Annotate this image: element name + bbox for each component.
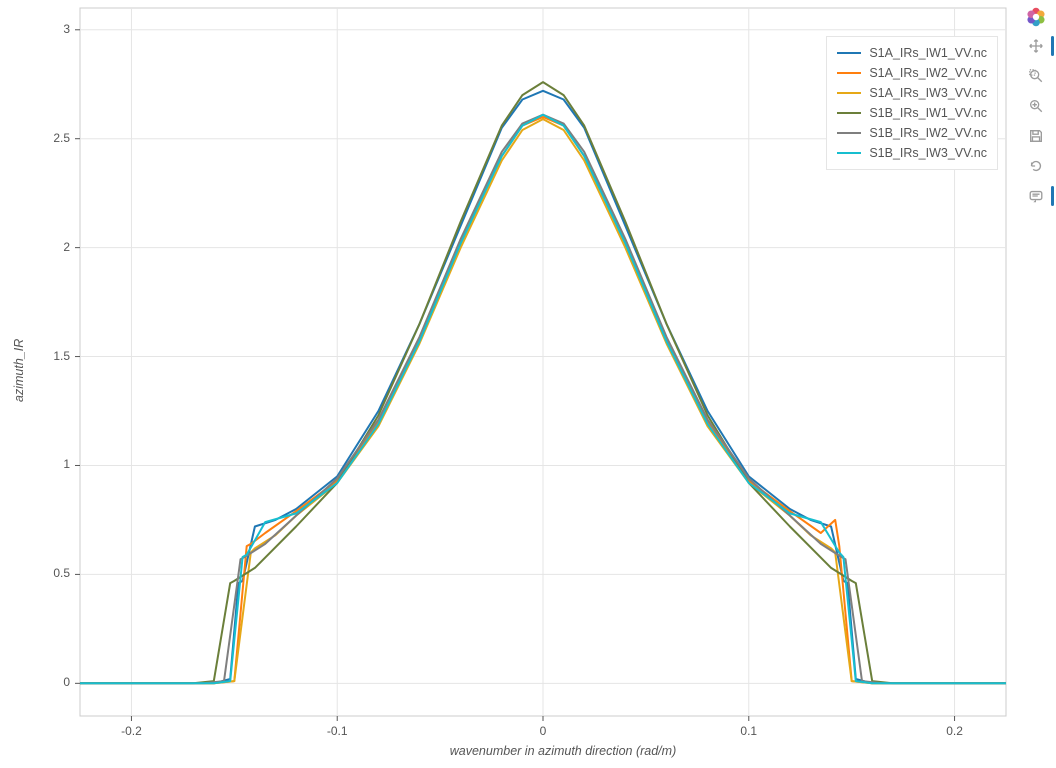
save-icon[interactable]	[1022, 124, 1050, 148]
y-tick-label: 0	[30, 675, 70, 689]
legend-label: S1B_IRs_IW3_VV.nc	[869, 146, 987, 160]
legend-label: S1A_IRs_IW1_VV.nc	[869, 46, 987, 60]
y-tick-label: 3	[30, 22, 70, 36]
plot-area: S1A_IRs_IW1_VV.nc S1A_IRs_IW2_VV.nc S1A_…	[0, 0, 1014, 768]
toolbar	[1018, 6, 1054, 208]
legend-swatch	[837, 52, 861, 54]
legend-item[interactable]: S1A_IRs_IW1_VV.nc	[837, 43, 987, 63]
x-tick-label: 0.1	[729, 724, 769, 738]
y-tick-label: 0.5	[30, 566, 70, 580]
box-zoom-icon[interactable]	[1022, 64, 1050, 88]
bokeh-logo-icon[interactable]	[1025, 6, 1047, 28]
y-tick-label: 1.5	[30, 349, 70, 363]
legend-label: S1A_IRs_IW2_VV.nc	[869, 66, 987, 80]
reset-icon[interactable]	[1022, 154, 1050, 178]
legend[interactable]: S1A_IRs_IW1_VV.nc S1A_IRs_IW2_VV.nc S1A_…	[826, 36, 998, 170]
x-tick-label: 0	[523, 724, 563, 738]
y-axis-label: azimuth_IR	[12, 339, 26, 402]
legend-label: S1B_IRs_IW1_VV.nc	[869, 106, 987, 120]
legend-item[interactable]: S1B_IRs_IW1_VV.nc	[837, 103, 987, 123]
x-tick-label: 0.2	[935, 724, 975, 738]
x-tick-label: -0.2	[111, 724, 151, 738]
legend-swatch	[837, 92, 861, 94]
y-tick-label: 2.5	[30, 131, 70, 145]
legend-swatch	[837, 72, 861, 74]
legend-swatch	[837, 112, 861, 114]
legend-item[interactable]: S1B_IRs_IW3_VV.nc	[837, 143, 987, 163]
legend-item[interactable]: S1A_IRs_IW2_VV.nc	[837, 63, 987, 83]
x-tick-label: -0.1	[317, 724, 357, 738]
hover-icon[interactable]	[1022, 184, 1050, 208]
legend-label: S1A_IRs_IW3_VV.nc	[869, 86, 987, 100]
wheel-zoom-icon[interactable]	[1022, 94, 1050, 118]
legend-item[interactable]: S1B_IRs_IW2_VV.nc	[837, 123, 987, 143]
legend-item[interactable]: S1A_IRs_IW3_VV.nc	[837, 83, 987, 103]
legend-swatch	[837, 152, 861, 154]
pan-icon[interactable]	[1022, 34, 1050, 58]
legend-label: S1B_IRs_IW2_VV.nc	[869, 126, 987, 140]
y-tick-label: 1	[30, 457, 70, 471]
legend-swatch	[837, 132, 861, 134]
y-tick-label: 2	[30, 240, 70, 254]
x-axis-label: wavenumber in azimuth direction (rad/m)	[413, 744, 713, 758]
